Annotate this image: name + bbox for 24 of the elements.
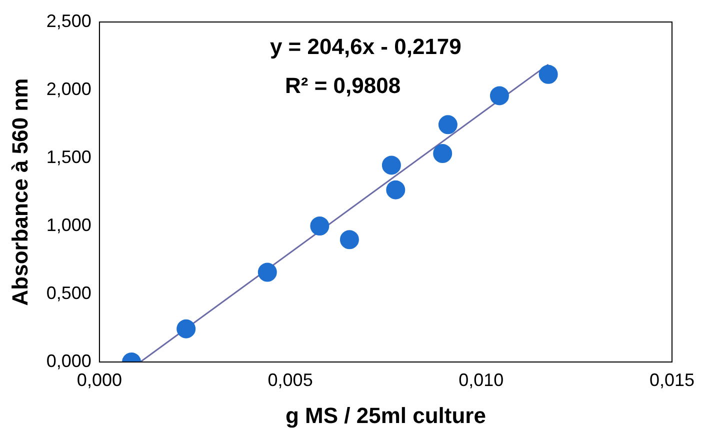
x-tick-label: 0,005 [268, 370, 313, 390]
point [176, 319, 196, 338]
y-tick-label: 0,500 [46, 282, 92, 303]
point [386, 180, 406, 200]
point [433, 144, 452, 164]
y-tick-label: 2,000 [46, 78, 92, 99]
point [438, 115, 458, 134]
y-tick-label: 1,000 [46, 214, 92, 235]
y-tick-label: 1,500 [46, 146, 92, 167]
x-tick-label: 0,010 [458, 370, 504, 390]
x-tick-label: 0,000 [76, 370, 122, 390]
annotation: y = 204,6x - 0,2179 [270, 34, 462, 60]
y-tick-label: 2,500 [46, 10, 92, 31]
point [538, 64, 558, 84]
point [310, 216, 330, 236]
x-axis-title: g MS / 25ml culture [285, 402, 486, 428]
y-tick-label: 0,000 [46, 350, 92, 371]
x-tick-label: 0,015 [649, 370, 695, 390]
point [490, 86, 509, 106]
point [382, 156, 401, 175]
point [258, 262, 277, 282]
y-axis-title: Absorbance à 560 nm [7, 78, 32, 306]
point [340, 230, 359, 250]
annotation: R² = 0,9808 [284, 73, 401, 98]
